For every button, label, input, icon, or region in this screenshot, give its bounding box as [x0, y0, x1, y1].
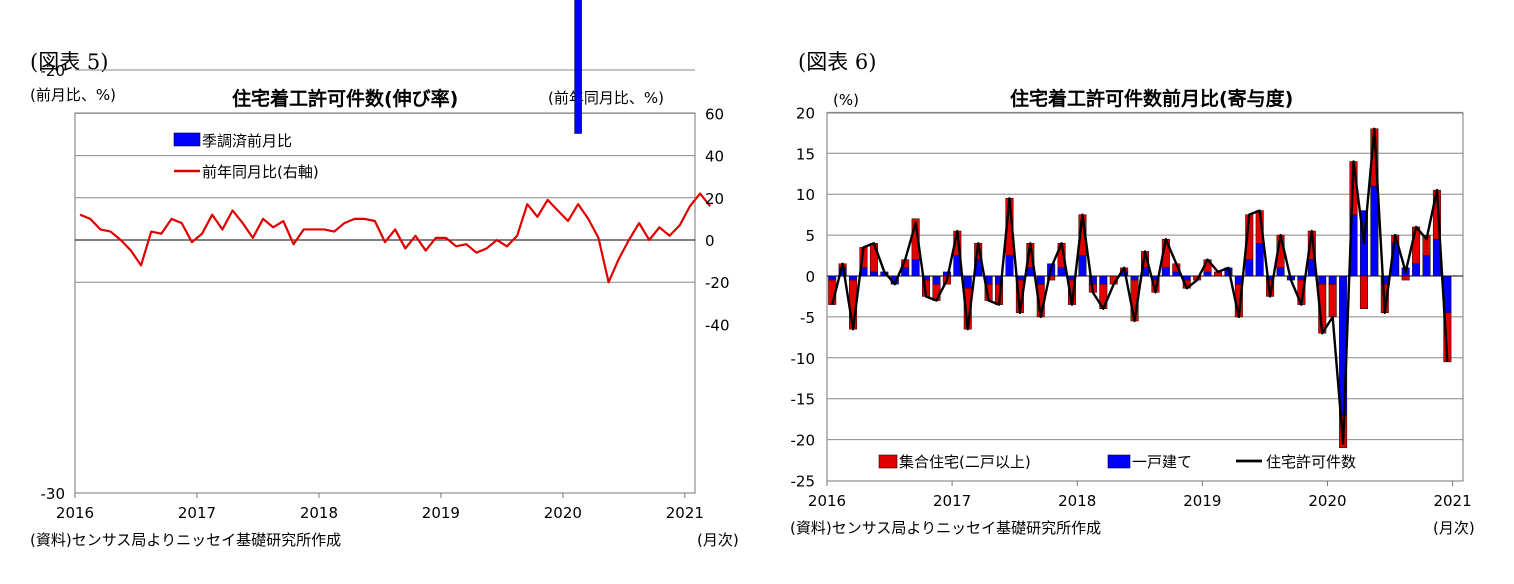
figure6-source: (資料)センサス局よりニッセイ基礎研究所作成	[790, 519, 1102, 537]
fig6-bar-single	[1276, 267, 1285, 277]
fig6-bar-single	[869, 271, 878, 277]
fig6-y-tick-label: -10	[791, 350, 816, 368]
fig6-bar-single	[1036, 275, 1045, 285]
fig6-bar-single	[1078, 255, 1087, 277]
fig5-right-tick-label: 60	[705, 105, 724, 123]
fig5-legend-bar-label: 季調済前月比	[202, 132, 292, 150]
fig6-legend-red-swatch	[878, 454, 898, 469]
fig6-y-tick-label: 15	[796, 145, 815, 163]
fig5-x-tick-label: 2020	[544, 504, 582, 522]
fig5-right-tick-label: 0	[705, 232, 715, 250]
fig5-yoy-line	[79, 192, 712, 284]
fig6-plot-frame	[826, 112, 1464, 482]
fig6-legend-line-label: 住宅許可件数	[1266, 453, 1356, 471]
fig5-right-tick-label: -40	[705, 316, 730, 334]
fig5-bar	[574, 0, 582, 134]
fig5-x-tick-label: 2016	[56, 504, 94, 522]
fig6-bar-multifamily	[1047, 275, 1056, 281]
fig6-y-tick-label: -5	[800, 309, 815, 327]
fig6-y-tick-label: 20	[796, 104, 815, 122]
fig5-legend-line-label: 前年同月比(右軸)	[202, 163, 319, 181]
fig5-plot-frame	[74, 112, 696, 494]
fig6-bar-single	[849, 275, 858, 281]
fig6-bar-single	[1161, 267, 1170, 277]
fig5-left-tick-label: -30	[41, 485, 66, 503]
fig6-bar-single	[1245, 259, 1254, 277]
figure6-month-label: (月次)	[1433, 519, 1475, 537]
fig6-bar-multifamily	[1412, 226, 1421, 264]
fig6-y-tick-label: 10	[796, 186, 815, 204]
fig5-left-tick-label: -20	[41, 62, 66, 80]
fig6-bar-single	[1422, 255, 1431, 277]
fig6-x-tick-label: 2018	[1058, 492, 1096, 510]
fig6-legend-blue-swatch	[1107, 454, 1131, 469]
fig6-bar-single	[828, 275, 837, 281]
fig5-legend-bar-swatch	[173, 132, 201, 147]
fig5-right-tick-label: -20	[705, 274, 730, 292]
fig5-x-tick-label: 2019	[422, 504, 460, 522]
fig6-bar-single	[963, 275, 972, 289]
fig6-x-tick-label: 2017	[933, 492, 971, 510]
fig6-bar-single	[1057, 267, 1066, 277]
figure6-unit: (%)	[833, 91, 859, 109]
fig6-bar-single	[1255, 243, 1264, 277]
fig6-x-tick-label: 2021	[1433, 492, 1471, 510]
fig6-x-tick-label: 2016	[808, 492, 846, 510]
fig6-bar-multifamily	[1328, 283, 1337, 318]
fig5-right-tick-label: 40	[705, 148, 724, 166]
fig6-bar-single	[1318, 275, 1327, 285]
fig6-bar-single	[1370, 185, 1379, 277]
fig6-legend-blue-label: 一戸建て	[1132, 453, 1192, 471]
figure5-month-label: (月次)	[697, 531, 739, 549]
fig6-bar-single	[1328, 275, 1337, 285]
fig6-bar-single	[1130, 275, 1139, 281]
fig5-x-tick-label: 2018	[300, 504, 338, 522]
figure5-source: (資料)センサス局よりニッセイ基礎研究所作成	[30, 531, 342, 549]
figure5-title: 住宅着工許可件数(伸び率)	[232, 88, 459, 110]
fig6-x-tick-label: 2019	[1183, 492, 1221, 510]
fig6-bar-single	[1099, 275, 1108, 285]
fig6-y-tick-label: 0	[805, 268, 815, 286]
fig6-y-tick-label: 5	[805, 227, 815, 245]
fig5-right-tick-label: 20	[705, 190, 724, 208]
fig6-x-tick-label: 2020	[1308, 492, 1346, 510]
fig6-bar-single	[911, 259, 920, 277]
figure6-title: 住宅着工許可件数前月比(寄与度)	[1010, 88, 1294, 110]
fig6-bar-single	[932, 275, 941, 285]
fig6-y-tick-label: -25	[791, 473, 816, 491]
fig6-bar-single	[1412, 263, 1421, 277]
fig6-bar-multifamily	[1359, 275, 1368, 309]
fig6-legend-red-label: 集合住宅(二戸以上)	[899, 453, 1031, 471]
fig6-y-tick-label: -15	[791, 391, 816, 409]
fig6-bar-single	[901, 267, 910, 277]
fig6-y-tick-label: -20	[791, 432, 816, 450]
fig6-bar-single	[1005, 255, 1014, 277]
fig6-total-line	[831, 127, 1449, 445]
fig5-x-tick-label: 2021	[666, 504, 704, 522]
fig6-bar-single	[1203, 271, 1212, 277]
fig5-x-tick-label: 2017	[178, 504, 216, 522]
fig6-bar-multifamily	[1401, 275, 1410, 281]
figure5-left-unit: (前月比、%)	[30, 86, 116, 104]
figure6-label: (図表 6)	[798, 50, 877, 74]
